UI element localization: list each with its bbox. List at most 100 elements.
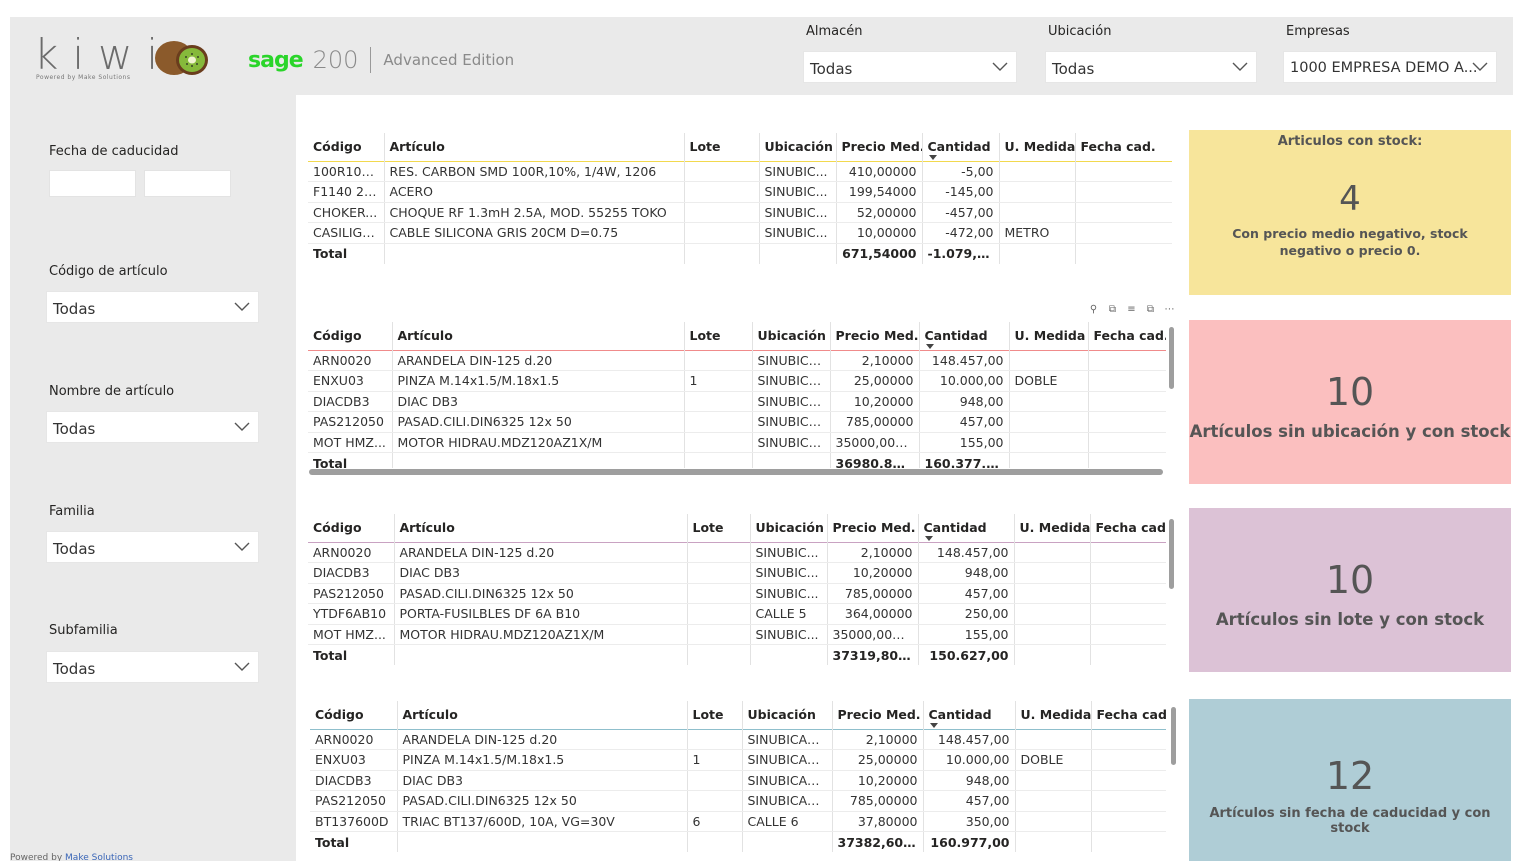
table-row[interactable]: MOT HMZ... MOTOR HIDRAU.MDZ120AZ1X/M SINUB…	[308, 432, 1166, 453]
empresas-value: 1000 EMPRESA DEMO A...	[1290, 60, 1478, 76]
table-vertical-scrollbar[interactable]	[1171, 707, 1176, 765]
table-horizontal-scrollbar[interactable]	[309, 469, 1163, 475]
table-cell: 52,00000	[836, 202, 923, 223]
fecha-caducidad-end-input[interactable]	[144, 170, 231, 197]
fecha-caducidad-start-input[interactable]	[49, 170, 136, 197]
table-cell: 10,20000	[832, 770, 924, 791]
table-cell: ARN0020	[308, 350, 393, 371]
empresas-dropdown[interactable]: 1000 EMPRESA DEMO A...	[1283, 51, 1497, 83]
table-row[interactable]: DIACDB3 DIAC DB3 SINUBIC... 10,20000 948,00	[308, 562, 1166, 584]
almacen-dropdown[interactable]: Todas	[803, 51, 1017, 83]
column-header[interactable]: Lote	[687, 701, 743, 729]
table-cell	[1009, 411, 1089, 433]
table-row[interactable]: ARN0020 ARANDELA DIN-125 d.20 SINUBICACI..…	[310, 729, 1166, 750]
table-sin-lote[interactable]: Código Artículo Lote Ubicación Precio Me…	[308, 514, 1166, 666]
codigo-articulo-value: Todas	[53, 300, 96, 318]
column-header-sorted[interactable]: Cantidad	[923, 701, 1016, 729]
table-sin-ubicacion[interactable]: Código Artículo Lote Ubicación Precio Me…	[308, 322, 1166, 468]
table-cell: SINUBIC...	[759, 181, 837, 203]
table-row[interactable]: ENXU03 PINZA M.14x1.5/M.18x1.5 1 SINUBICA..…	[308, 370, 1166, 392]
table-cell: SINUBICACI...	[742, 729, 833, 750]
column-header[interactable]: U. Medida	[1009, 322, 1089, 350]
table-cell: PINZA M.14x1.5/M.18x1.5	[397, 749, 688, 771]
table-vertical-scrollbar[interactable]	[1169, 327, 1174, 389]
footer-company-link[interactable]: Make Solutions	[65, 853, 133, 861]
column-header[interactable]: Ubicación	[750, 514, 828, 542]
nombre-articulo-dropdown[interactable]: Todas	[46, 411, 259, 443]
more-options-icon[interactable]: ⋯	[1164, 304, 1175, 315]
table-row[interactable]: CASILIGR... CABLE SILICONA GRIS 20CM D=0.…	[308, 222, 1172, 244]
column-header[interactable]: U. Medida	[1014, 514, 1091, 542]
column-header[interactable]: Artículo	[392, 322, 685, 350]
table-cell: SINUBICA...	[752, 391, 831, 412]
table-cell: -145,00	[922, 181, 1000, 203]
column-header[interactable]: Código	[308, 514, 395, 542]
column-header[interactable]: Artículo	[384, 133, 685, 161]
column-header[interactable]: Lote	[687, 514, 751, 542]
table-cell: F1140 240	[308, 181, 385, 203]
table-row[interactable]: F1140 240 ACERO SINUBIC... 199,54000 -145,00	[308, 181, 1172, 203]
table-cell	[1015, 811, 1092, 832]
table-row[interactable]: BT137600D TRIAC BT137/600D, 10A, VG=30V 6 C…	[310, 811, 1166, 832]
column-header[interactable]: Ubicación	[742, 701, 833, 729]
sage-word: sage	[248, 47, 304, 73]
subfamilia-dropdown[interactable]: Todas	[46, 651, 259, 683]
table-cell: SINUBIC...	[750, 562, 828, 584]
table-row[interactable]: 100R101... RES. CARBON SMD 100R,10%, 1/4W…	[308, 161, 1172, 182]
copy-icon[interactable]: ⧉	[1108, 304, 1117, 315]
table-row[interactable]: YTDF6AB10 PORTA-FUSILBLES DF 6A B10 CALLE …	[308, 603, 1166, 625]
column-header[interactable]: U. Medida	[1015, 701, 1092, 729]
table-sin-fecha-caducidad[interactable]: Código Artículo Lote Ubicación Precio Me…	[310, 701, 1166, 859]
focus-mode-icon[interactable]: ⧉	[1146, 304, 1155, 315]
table-cell	[684, 432, 753, 453]
table-cell: 785,00000	[827, 583, 919, 604]
table-cell: PORTA-FUSILBLES DF 6A B10	[394, 603, 688, 625]
table-row[interactable]: DIACDB3 DIAC DB3 SINUBICACI... 10,20000 948,…	[310, 770, 1166, 791]
table-row[interactable]: PAS212050 PASAD.CILI.DIN6325 12x 50 SINUBI…	[308, 411, 1166, 433]
column-header[interactable]: Artículo	[394, 514, 688, 542]
column-header[interactable]: Código	[310, 701, 398, 729]
column-header[interactable]: Fecha cad.	[1095, 520, 1167, 536]
column-header[interactable]: Artículo	[397, 701, 688, 729]
table-row[interactable]: DIACDB3 DIAC DB3 SINUBICA... 10,20000 948,00	[308, 391, 1166, 412]
table-row[interactable]: ENXU03 PINZA M.14x1.5/M.18x1.5 1 SINUBICACI…	[310, 749, 1166, 771]
table-cell: CALLE 6	[742, 811, 833, 832]
table-row[interactable]: CHOKER... CHOQUE RF 1.3mH 2.5A, MOD. 5525…	[308, 202, 1172, 223]
column-header-sorted[interactable]: Cantidad	[919, 322, 1010, 350]
table-row[interactable]: PAS212050 PASAD.CILI.DIN6325 12x 50 SINUBI…	[310, 790, 1166, 812]
table-cell: DOBLE	[1009, 370, 1089, 392]
total-cell	[1091, 832, 1166, 853]
column-header[interactable]: Precio Med.	[830, 322, 920, 350]
column-header[interactable]: Código	[308, 133, 385, 161]
table-row[interactable]: MOT HMZ... MOTOR HIDRAU.MDZ120AZ1X/M SINUB…	[308, 624, 1166, 645]
column-header[interactable]: Lote	[684, 322, 753, 350]
familia-dropdown[interactable]: Todas	[46, 531, 259, 563]
table-row[interactable]: PAS212050 PASAD.CILI.DIN6325 12x 50 SINUBI…	[308, 583, 1166, 604]
table-cell: 2,10000	[832, 729, 924, 750]
column-header[interactable]: Fecha cad.	[1080, 139, 1156, 155]
column-header-sorted[interactable]: Cantidad	[918, 514, 1015, 542]
pin-icon[interactable]: ⚲	[1089, 304, 1098, 315]
column-header[interactable]: Fecha cad.	[1096, 707, 1167, 723]
column-header[interactable]: Código	[308, 322, 393, 350]
codigo-articulo-dropdown[interactable]: Todas	[46, 291, 259, 323]
table-cell: MOT HMZ...	[308, 432, 393, 453]
column-header[interactable]: Ubicación	[759, 133, 837, 161]
card-value: 10	[1325, 370, 1375, 414]
column-header[interactable]: Precio Med.	[836, 133, 923, 161]
column-header-sorted[interactable]: Cantidad	[922, 133, 1000, 161]
column-header[interactable]: Precio Med.	[832, 701, 924, 729]
total-cell	[759, 243, 837, 264]
table-cell: 785,00000	[830, 411, 920, 433]
table-vertical-scrollbar[interactable]	[1169, 519, 1174, 589]
column-header[interactable]: Precio Med.	[827, 514, 919, 542]
table-row[interactable]: ARN0020 ARANDELA DIN-125 d.20 SINUBIC... 2,…	[308, 542, 1166, 563]
filter-icon[interactable]: ≡	[1127, 304, 1136, 315]
column-header[interactable]: Fecha cad.	[1093, 328, 1167, 344]
ubicacion-dropdown[interactable]: Todas	[1045, 51, 1257, 83]
table-precio-negativo[interactable]: Código Artículo Lote Ubicación Precio Me…	[308, 133, 1172, 264]
column-header[interactable]: Ubicación	[752, 322, 831, 350]
column-header[interactable]: Lote	[684, 133, 760, 161]
table-row[interactable]: ARN0020 ARANDELA DIN-125 d.20 SINUBICA... 2…	[308, 350, 1166, 371]
column-header[interactable]: U. Medida	[999, 133, 1076, 161]
